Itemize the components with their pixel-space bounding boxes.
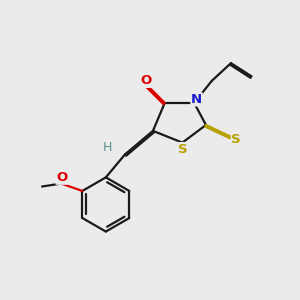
Text: O: O [140, 74, 151, 87]
Text: N: N [191, 93, 202, 106]
Text: O: O [56, 171, 68, 184]
Text: S: S [178, 142, 187, 156]
Text: H: H [103, 141, 112, 154]
Text: S: S [232, 133, 241, 146]
